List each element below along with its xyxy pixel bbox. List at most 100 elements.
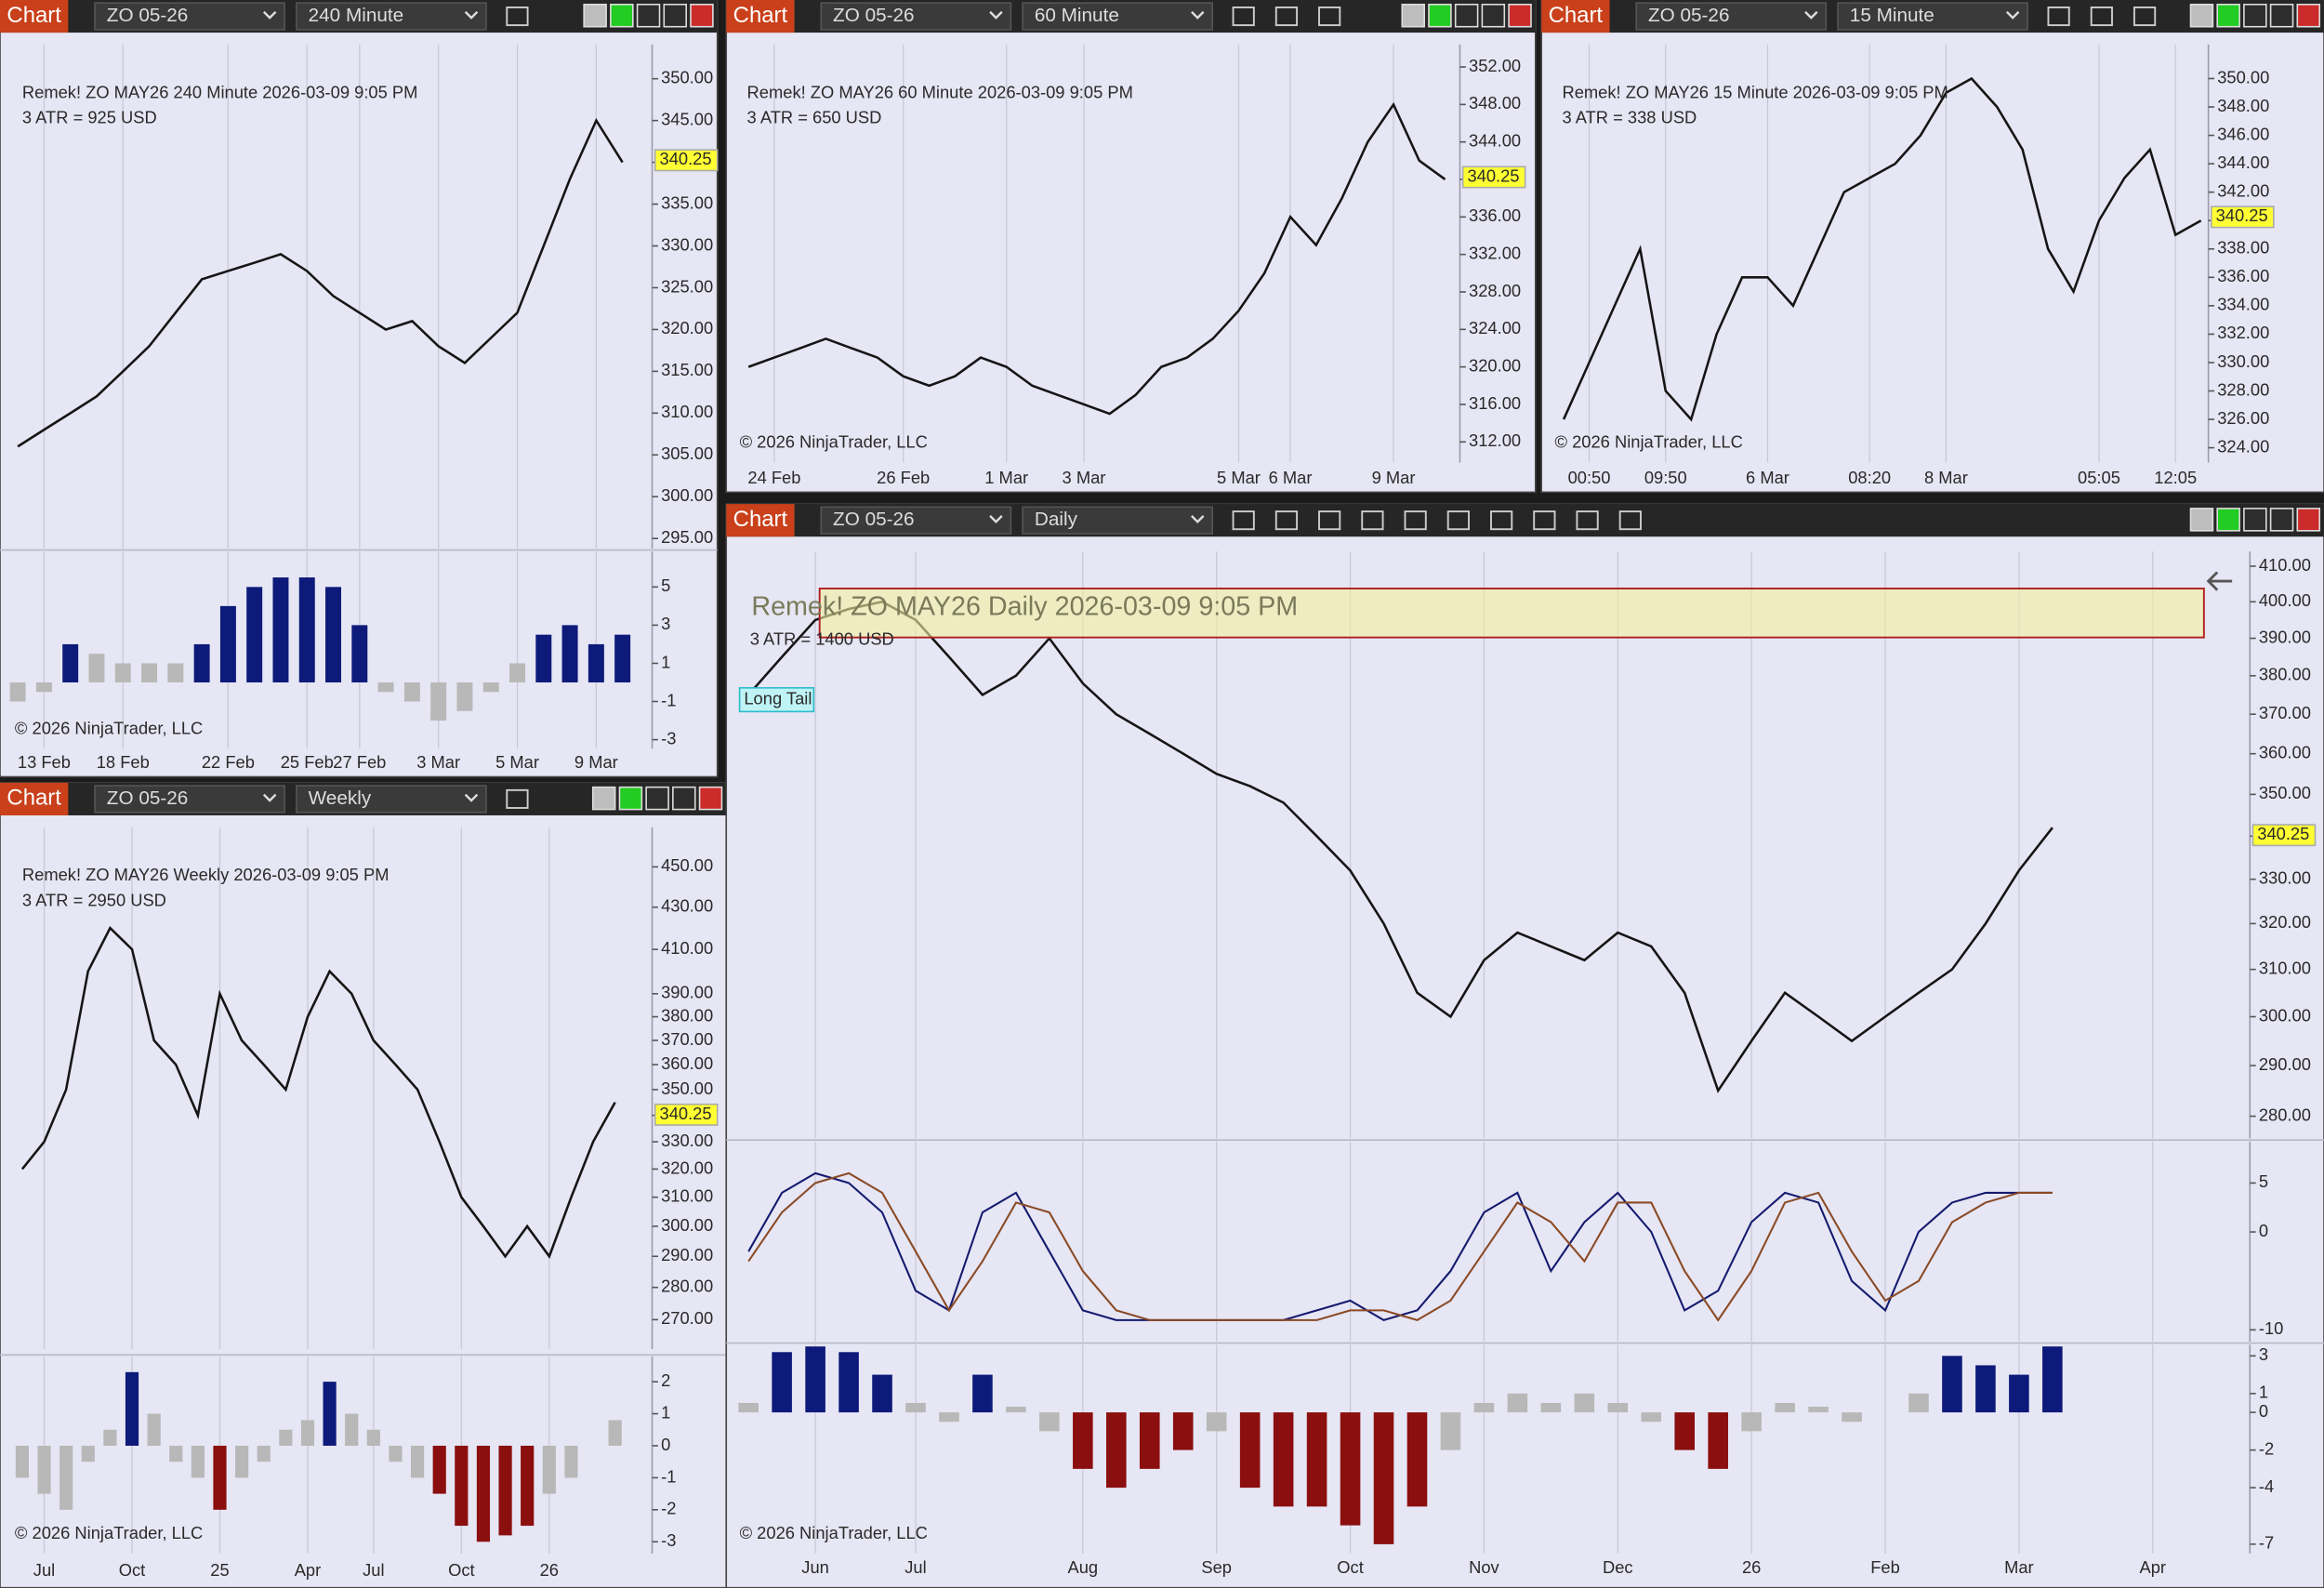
interval-dropdown[interactable] bbox=[296, 2, 487, 31]
oscillator-line bbox=[747, 1171, 2053, 1322]
interval-dropdown[interactable] bbox=[1837, 2, 2028, 31]
x-tick-label: 05:05 bbox=[2078, 468, 2120, 487]
close-button[interactable] bbox=[2296, 3, 2321, 28]
x-tick-label: 26 bbox=[1742, 1557, 1761, 1577]
toolbar-icon[interactable] bbox=[2047, 7, 2070, 27]
window-color[interactable] bbox=[610, 3, 634, 28]
toolbar-icon[interactable] bbox=[1618, 510, 1642, 531]
x-tick-label: Jul bbox=[905, 1557, 926, 1577]
interval-dropdown[interactable] bbox=[1022, 506, 1214, 535]
minimize-button[interactable] bbox=[645, 786, 669, 811]
y-tick-label: 332.00 bbox=[1469, 244, 1521, 263]
x-tick-label: 3 Mar bbox=[1063, 468, 1106, 487]
histogram-bar bbox=[535, 634, 552, 682]
interval-dropdown[interactable] bbox=[1022, 2, 1214, 31]
chart-subtitle: 3 ATR = 650 USD bbox=[747, 107, 882, 126]
y-tick-label: 0 bbox=[2259, 1401, 2268, 1421]
copyright: © 2026 NinjaTrader, LLC bbox=[1555, 432, 1743, 452]
toolbar-icon[interactable] bbox=[1361, 510, 1384, 531]
maximize-button[interactable] bbox=[2269, 3, 2294, 28]
toolbar-icon[interactable] bbox=[1232, 7, 1255, 27]
instrument-dropdown[interactable] bbox=[94, 785, 285, 814]
chart-tab[interactable] bbox=[0, 782, 69, 815]
close-button[interactable] bbox=[2296, 508, 2321, 532]
x-tick-label: 5 Mar bbox=[495, 752, 539, 772]
close-button[interactable] bbox=[690, 3, 714, 28]
close-button[interactable] bbox=[698, 786, 723, 811]
toolbar-icon[interactable] bbox=[2133, 7, 2157, 27]
toolbar-icon[interactable] bbox=[1533, 510, 1556, 531]
window-color[interactable] bbox=[2216, 3, 2240, 28]
toolbar-icon[interactable] bbox=[1232, 510, 1255, 531]
window-color[interactable] bbox=[591, 786, 616, 811]
instrument-dropdown[interactable] bbox=[820, 2, 1012, 31]
minimize-button[interactable] bbox=[636, 3, 661, 28]
instrument-dropdown[interactable] bbox=[94, 2, 285, 31]
y-tick-label: 335.00 bbox=[661, 192, 713, 212]
toolbar-icon[interactable] bbox=[2090, 7, 2113, 27]
y-tick-label: 344.00 bbox=[1469, 131, 1521, 151]
instrument-dropdown[interactable] bbox=[820, 506, 1012, 535]
chart-tab[interactable] bbox=[726, 0, 795, 33]
toolbar-icon[interactable] bbox=[1274, 510, 1299, 531]
toolbar-icon[interactable] bbox=[1318, 510, 1341, 531]
instrument-label: ZO 05-26 bbox=[1648, 5, 1730, 26]
toolbar-icon[interactable] bbox=[1576, 510, 1599, 531]
window-color[interactable] bbox=[2189, 508, 2214, 532]
instrument-dropdown[interactable] bbox=[1635, 2, 1828, 31]
chart-tab[interactable] bbox=[1541, 0, 1610, 33]
histogram-bar bbox=[1942, 1356, 1962, 1413]
toolbar-icon[interactable] bbox=[506, 7, 529, 27]
x-tick-label: Oct bbox=[119, 1560, 146, 1580]
interval-dropdown[interactable] bbox=[296, 785, 487, 814]
maximize-button[interactable] bbox=[1481, 3, 1506, 28]
y-tick-label: 3 bbox=[661, 614, 670, 633]
annotation-box bbox=[738, 687, 815, 713]
window-color[interactable] bbox=[618, 786, 643, 811]
toolbar-icon[interactable] bbox=[1446, 510, 1470, 531]
maximize-button[interactable] bbox=[672, 786, 696, 811]
dropdown-arrow bbox=[989, 515, 1003, 523]
chart-tab-label: Chart bbox=[733, 507, 788, 532]
annotation: Long Tail bbox=[744, 688, 812, 708]
minimize-button[interactable] bbox=[2243, 3, 2267, 28]
x-tick-label: Feb bbox=[1870, 1557, 1900, 1577]
price-line bbox=[747, 600, 2053, 1093]
y-tick-label: 315.00 bbox=[661, 360, 713, 379]
window-color[interactable] bbox=[583, 3, 607, 28]
toolbar-icon[interactable] bbox=[506, 788, 529, 809]
toolbar-icon[interactable] bbox=[1274, 7, 1299, 27]
toolbar-icon[interactable] bbox=[1404, 510, 1427, 531]
minimize-button[interactable] bbox=[1454, 3, 1479, 28]
y-tick-label: 348.00 bbox=[1469, 93, 1521, 112]
y-tick-label: -2 bbox=[2259, 1438, 2274, 1458]
last-price-label: 340.25 bbox=[2216, 205, 2268, 225]
chart-tab[interactable] bbox=[0, 0, 69, 33]
y-tick-label: 380.00 bbox=[2259, 665, 2311, 684]
x-tick-label: 6 Mar bbox=[1746, 468, 1789, 487]
histogram-bar bbox=[521, 1445, 535, 1527]
maximize-button[interactable] bbox=[663, 3, 687, 28]
window-color[interactable] bbox=[2189, 3, 2214, 28]
maximize-button[interactable] bbox=[2269, 508, 2294, 532]
y-tick-label: 360.00 bbox=[661, 1053, 713, 1073]
histogram-bar bbox=[561, 625, 578, 682]
dropdown-arrow bbox=[1804, 10, 1818, 20]
histogram-bar bbox=[872, 1374, 892, 1413]
window-color[interactable] bbox=[1401, 3, 1426, 28]
minimize-button[interactable] bbox=[2243, 508, 2267, 532]
histogram-bar bbox=[738, 1402, 759, 1413]
back-arrow[interactable] bbox=[2206, 571, 2233, 591]
chart-subtitle: 3 ATR = 2950 USD bbox=[22, 890, 166, 909]
toolbar-icon[interactable] bbox=[1489, 510, 1513, 531]
histogram-bar bbox=[235, 1445, 249, 1478]
toolbar-icon[interactable] bbox=[1318, 7, 1341, 27]
copyright: © 2026 NinjaTrader, LLC bbox=[740, 1523, 928, 1542]
window-color[interactable] bbox=[1428, 3, 1452, 28]
x-tick-label: Jul bbox=[363, 1560, 384, 1580]
last-price-marker bbox=[654, 1103, 719, 1126]
close-button[interactable] bbox=[1508, 3, 1532, 28]
chart-tab[interactable] bbox=[726, 504, 795, 537]
window-color[interactable] bbox=[2216, 508, 2240, 532]
chart-tab-label: Chart bbox=[733, 3, 788, 28]
